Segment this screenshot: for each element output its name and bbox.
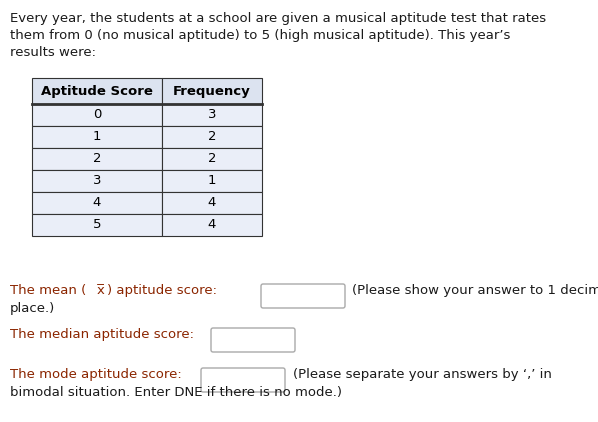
Text: The mode aptitude score:: The mode aptitude score: <box>10 368 182 381</box>
Text: (Please show your answer to 1 decimal: (Please show your answer to 1 decimal <box>352 284 598 297</box>
Bar <box>32 126 162 148</box>
Text: Aptitude Score: Aptitude Score <box>41 84 153 97</box>
Text: The mean (: The mean ( <box>10 284 86 297</box>
Text: 2: 2 <box>93 152 101 165</box>
Text: Frequency: Frequency <box>173 84 251 97</box>
FancyBboxPatch shape <box>201 368 285 392</box>
Text: 1: 1 <box>93 130 101 143</box>
Bar <box>162 214 262 236</box>
Text: Every year, the students at a school are given a musical aptitude test that rate: Every year, the students at a school are… <box>10 12 546 25</box>
Text: 3: 3 <box>93 175 101 187</box>
Bar <box>162 148 262 170</box>
Bar <box>162 126 262 148</box>
Text: x̅: x̅ <box>97 284 105 297</box>
Text: 4: 4 <box>208 197 216 209</box>
Bar <box>32 170 162 192</box>
Bar <box>32 148 162 170</box>
Bar <box>162 192 262 214</box>
Text: results were:: results were: <box>10 46 96 59</box>
Text: The median aptitude score:: The median aptitude score: <box>10 328 194 341</box>
Bar <box>32 78 162 104</box>
Text: 2: 2 <box>208 130 216 143</box>
Text: ) aptitude score:: ) aptitude score: <box>107 284 217 297</box>
Text: 4: 4 <box>208 219 216 232</box>
Bar <box>162 170 262 192</box>
Text: 1: 1 <box>208 175 216 187</box>
Text: (Please separate your answers by ‘,’ in: (Please separate your answers by ‘,’ in <box>293 368 552 381</box>
Text: them from 0 (no musical aptitude) to 5 (high musical aptitude). This year’s: them from 0 (no musical aptitude) to 5 (… <box>10 29 510 42</box>
Bar <box>32 214 162 236</box>
Text: bimodal situation. Enter DNE if there is no mode.): bimodal situation. Enter DNE if there is… <box>10 386 342 399</box>
Text: place.): place.) <box>10 302 55 315</box>
Bar <box>32 104 162 126</box>
Text: 2: 2 <box>208 152 216 165</box>
Text: 0: 0 <box>93 108 101 122</box>
Text: 4: 4 <box>93 197 101 209</box>
FancyBboxPatch shape <box>211 328 295 352</box>
Bar <box>162 78 262 104</box>
Bar <box>32 192 162 214</box>
FancyBboxPatch shape <box>261 284 345 308</box>
Text: 5: 5 <box>93 219 101 232</box>
Bar <box>162 104 262 126</box>
Text: 3: 3 <box>208 108 216 122</box>
